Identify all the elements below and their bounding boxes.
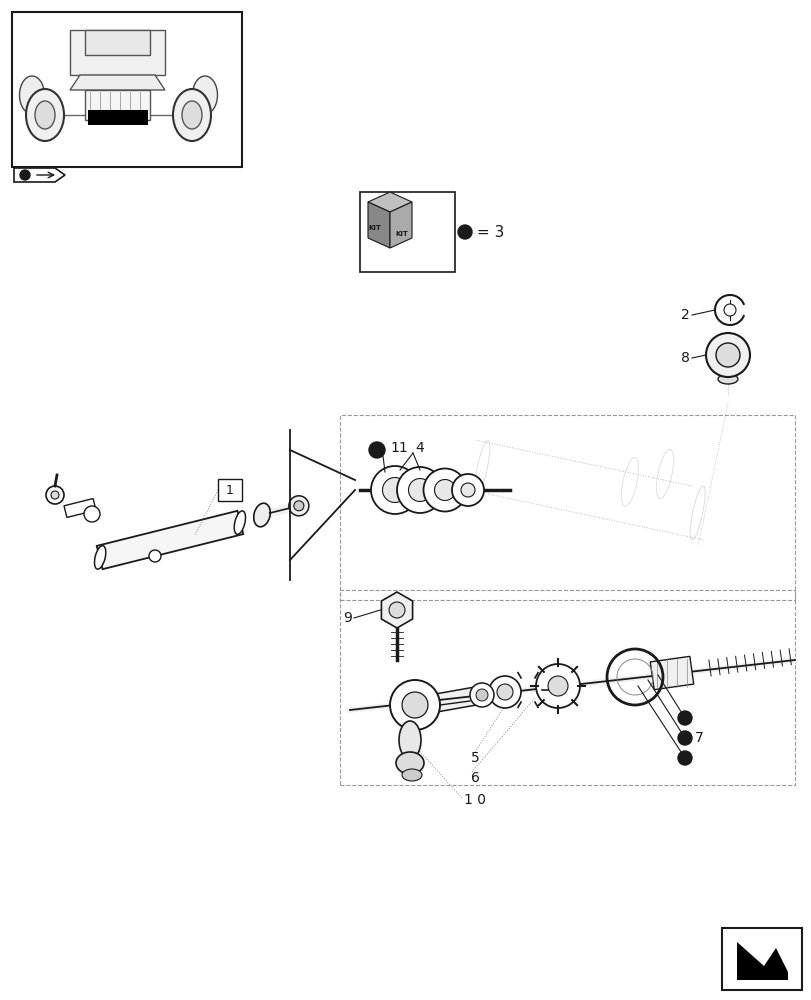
Circle shape [677, 751, 691, 765]
Ellipse shape [452, 474, 483, 506]
Circle shape [289, 496, 308, 516]
Circle shape [84, 506, 100, 522]
Ellipse shape [173, 89, 211, 141]
Text: 4: 4 [414, 441, 423, 455]
Ellipse shape [461, 483, 474, 497]
Text: 8: 8 [680, 351, 689, 365]
Polygon shape [650, 656, 693, 690]
Ellipse shape [717, 374, 737, 384]
Ellipse shape [397, 467, 443, 513]
Circle shape [46, 486, 64, 504]
Ellipse shape [35, 101, 55, 129]
Polygon shape [367, 202, 389, 248]
Text: = 3: = 3 [476, 225, 504, 240]
Circle shape [389, 680, 440, 730]
Ellipse shape [401, 769, 422, 781]
Bar [359, 192, 454, 272]
Text: 1 0: 1 0 [463, 793, 486, 807]
Circle shape [705, 333, 749, 377]
Circle shape [535, 664, 579, 708]
Text: 2: 2 [680, 308, 689, 322]
Circle shape [496, 684, 513, 700]
Circle shape [547, 676, 568, 696]
Circle shape [475, 689, 487, 701]
Polygon shape [14, 168, 65, 182]
Ellipse shape [19, 76, 45, 114]
Bar [217, 479, 242, 501]
Ellipse shape [253, 503, 270, 527]
Text: 6: 6 [470, 771, 478, 785]
Bar [721, 928, 801, 990]
Ellipse shape [94, 546, 105, 569]
Circle shape [677, 731, 691, 745]
Ellipse shape [382, 478, 407, 502]
Circle shape [148, 550, 161, 562]
Text: 5: 5 [470, 751, 478, 765]
Polygon shape [429, 687, 476, 713]
Circle shape [20, 170, 30, 180]
Polygon shape [64, 499, 96, 517]
Polygon shape [70, 75, 165, 90]
Ellipse shape [234, 511, 245, 534]
Circle shape [457, 225, 471, 239]
Polygon shape [85, 90, 150, 120]
Circle shape [715, 343, 739, 367]
Circle shape [723, 304, 735, 316]
Polygon shape [88, 110, 148, 125]
Bar [340, 415, 794, 600]
Ellipse shape [371, 466, 418, 514]
Circle shape [388, 602, 405, 618]
Bar [340, 590, 794, 785]
Text: 11: 11 [389, 441, 407, 455]
Circle shape [401, 692, 427, 718]
Polygon shape [85, 30, 150, 55]
Text: KIT: KIT [368, 225, 381, 231]
Ellipse shape [434, 480, 455, 500]
Ellipse shape [398, 721, 420, 759]
Polygon shape [381, 592, 412, 628]
Ellipse shape [396, 752, 423, 774]
Circle shape [368, 442, 384, 458]
Circle shape [51, 491, 59, 499]
Ellipse shape [26, 89, 64, 141]
Polygon shape [389, 202, 411, 248]
Polygon shape [367, 192, 411, 212]
Polygon shape [97, 511, 243, 569]
Ellipse shape [192, 76, 217, 114]
Circle shape [294, 501, 303, 511]
Text: 7: 7 [694, 731, 703, 745]
Circle shape [470, 683, 493, 707]
Text: 9: 9 [343, 611, 351, 625]
Polygon shape [736, 942, 787, 980]
Bar [12, 12, 242, 167]
Ellipse shape [408, 479, 431, 502]
Circle shape [488, 676, 521, 708]
Text: KIT: KIT [395, 231, 408, 237]
Circle shape [677, 711, 691, 725]
Ellipse shape [182, 101, 202, 129]
Polygon shape [733, 938, 789, 982]
Text: 1: 1 [225, 484, 234, 496]
Ellipse shape [423, 468, 466, 512]
Polygon shape [70, 30, 165, 75]
